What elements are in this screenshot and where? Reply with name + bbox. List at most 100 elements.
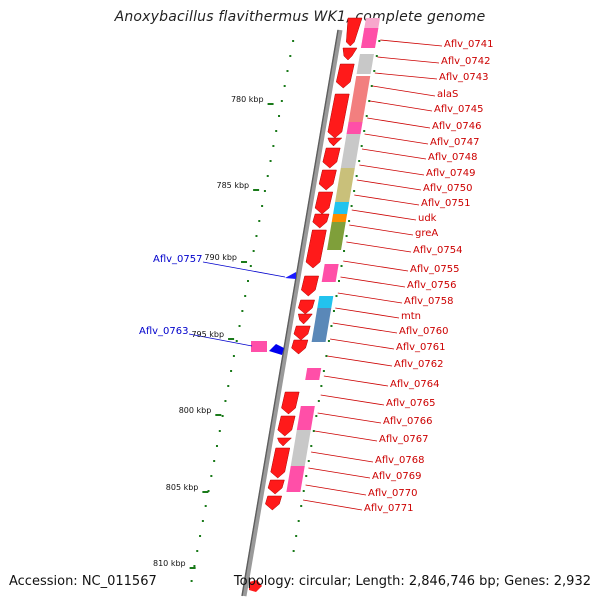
gene-label[interactable]: Aflv_0750 — [423, 183, 473, 194]
gene-label[interactable]: Aflv_0770 — [368, 488, 418, 499]
gene-label[interactable]: Aflv_0754 — [413, 245, 463, 256]
scale-tick-label: 795 kbp — [191, 330, 225, 339]
feature-dot — [340, 265, 343, 267]
feature-block — [360, 28, 379, 48]
gene-label[interactable]: Aflv_0771 — [364, 503, 414, 514]
label-leader — [327, 355, 393, 367]
scale-dot — [255, 235, 258, 237]
feature-dot — [300, 505, 303, 507]
scale-dot — [238, 325, 241, 327]
cds-arrow — [335, 63, 355, 89]
gene-label[interactable]: Aflv_0755 — [410, 264, 460, 275]
cds-arrow — [270, 447, 291, 479]
label-leader — [314, 430, 378, 442]
scale-dot — [266, 175, 269, 177]
gene-label[interactable]: Aflv_0747 — [430, 137, 480, 148]
gene-label-reverse[interactable]: Aflv_0763 — [139, 326, 189, 337]
gene-label[interactable]: Aflv_0761 — [396, 342, 446, 353]
scale-tick — [253, 189, 260, 191]
feature-dot — [360, 145, 363, 147]
scale-tick-label: 790 kbp — [204, 253, 238, 262]
gene-label[interactable]: Aflv_0769 — [372, 471, 422, 482]
reverse-arrow-small — [285, 272, 296, 279]
scale-dot — [232, 355, 235, 357]
scale-dot — [292, 40, 295, 42]
gene-label[interactable]: Aflv_0767 — [379, 434, 429, 445]
cds-arrow — [298, 299, 315, 315]
feature-block — [335, 168, 355, 202]
gene-label[interactable]: Aflv_0756 — [407, 280, 457, 291]
cds-arrow-bottom — [249, 580, 262, 592]
gene-label[interactable]: Aflv_0768 — [375, 455, 425, 466]
cds-arrow — [293, 325, 311, 341]
feature-dot — [368, 100, 371, 102]
feature-dot — [338, 280, 340, 282]
scale-dot — [249, 265, 252, 267]
feature-block — [331, 214, 348, 222]
label-leader — [343, 260, 409, 272]
gene-label[interactable]: Aflv_0766 — [383, 416, 433, 427]
gene-label[interactable]: Aflv_0764 — [390, 379, 440, 390]
scale-dot — [275, 130, 278, 132]
label-leader — [311, 451, 374, 463]
scale-dot — [258, 220, 261, 222]
scale-dot — [215, 445, 218, 447]
gene-label[interactable]: Aflv_0762 — [394, 359, 444, 370]
gene-label[interactable]: mtn — [401, 311, 421, 322]
feature-block — [356, 54, 374, 74]
label-leader — [364, 133, 429, 145]
gene-label[interactable]: Aflv_0742 — [441, 56, 491, 67]
gene-label[interactable]: Aflv_0749 — [426, 168, 476, 179]
feature-block — [296, 406, 315, 430]
gene-label[interactable]: udk — [418, 213, 437, 224]
scale-dot — [221, 415, 224, 417]
gene-label[interactable]: Aflv_0751 — [421, 198, 471, 209]
label-leader — [372, 85, 436, 97]
feature-dot — [332, 310, 335, 312]
scale-dot — [213, 460, 216, 462]
cds-arrow — [314, 191, 334, 215]
reverse-strand-track — [251, 272, 296, 355]
cds-arrow — [327, 93, 350, 139]
label-leader — [346, 241, 412, 253]
feature-dot — [320, 385, 323, 387]
scale-dot — [269, 160, 272, 162]
gene-label[interactable]: Aflv_0745 — [434, 104, 484, 115]
cds-arrow — [318, 169, 337, 191]
feature-block — [290, 430, 311, 466]
gene-label[interactable]: greA — [415, 228, 439, 239]
label-leader-reverse — [202, 261, 286, 278]
feature-dot — [370, 85, 373, 87]
feature-dot — [327, 340, 330, 342]
scale-tick — [202, 491, 209, 493]
label-leader — [351, 209, 417, 221]
feature-block — [346, 122, 363, 134]
feature-dot — [350, 205, 353, 207]
gene-label[interactable]: Aflv_0743 — [439, 72, 489, 83]
gene-label-reverse[interactable]: Aflv_0757 — [153, 254, 203, 265]
scale-dot — [252, 250, 255, 252]
feature-block — [348, 76, 371, 123]
gene-label[interactable]: Aflv_0765 — [386, 398, 436, 409]
scale-dot — [196, 550, 199, 552]
scale-tick-label: 780 kbp — [230, 95, 264, 104]
gene-label[interactable]: Aflv_0760 — [399, 326, 449, 337]
feature-block — [317, 296, 334, 308]
feature-dot — [348, 220, 351, 222]
gene-label[interactable]: Aflv_0758 — [404, 296, 454, 307]
scale-dot — [278, 115, 281, 117]
scale-tick-label: 785 kbp — [216, 181, 250, 190]
label-leader — [308, 467, 371, 479]
scale-dot — [263, 190, 266, 192]
gene-label[interactable]: alaS — [437, 89, 459, 100]
scale-dot — [289, 55, 292, 57]
feature-dot — [322, 370, 325, 372]
scale-dot — [230, 370, 233, 372]
gene-label[interactable]: Aflv_0746 — [432, 121, 482, 132]
gene-label[interactable]: Aflv_0748 — [428, 152, 478, 163]
gene-label[interactable]: Aflv_0741 — [444, 39, 494, 50]
label-leader — [356, 179, 422, 191]
scale-dot — [235, 340, 238, 342]
feature-block — [305, 368, 322, 380]
